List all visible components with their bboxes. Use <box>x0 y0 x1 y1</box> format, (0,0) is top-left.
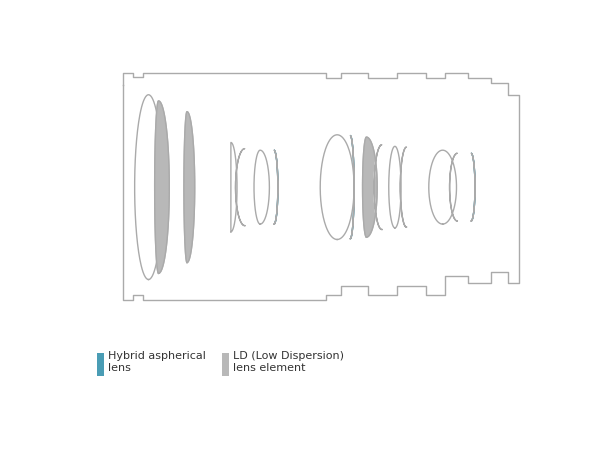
Text: LD (Low Dispersion)
lens element: LD (Low Dispersion) lens element <box>233 351 344 372</box>
Polygon shape <box>135 96 163 280</box>
Polygon shape <box>236 149 245 226</box>
Polygon shape <box>362 138 377 238</box>
Polygon shape <box>320 136 354 240</box>
Polygon shape <box>400 148 407 228</box>
FancyBboxPatch shape <box>97 353 104 376</box>
Polygon shape <box>231 143 237 232</box>
Polygon shape <box>350 136 354 239</box>
FancyBboxPatch shape <box>222 353 229 376</box>
Polygon shape <box>155 102 169 274</box>
Polygon shape <box>429 151 456 225</box>
Polygon shape <box>389 147 401 228</box>
Polygon shape <box>254 151 269 225</box>
Text: Hybrid aspherical
lens: Hybrid aspherical lens <box>109 351 206 372</box>
Polygon shape <box>184 112 194 263</box>
Polygon shape <box>471 154 475 221</box>
Polygon shape <box>450 154 457 221</box>
Polygon shape <box>274 151 278 225</box>
Polygon shape <box>374 146 382 230</box>
